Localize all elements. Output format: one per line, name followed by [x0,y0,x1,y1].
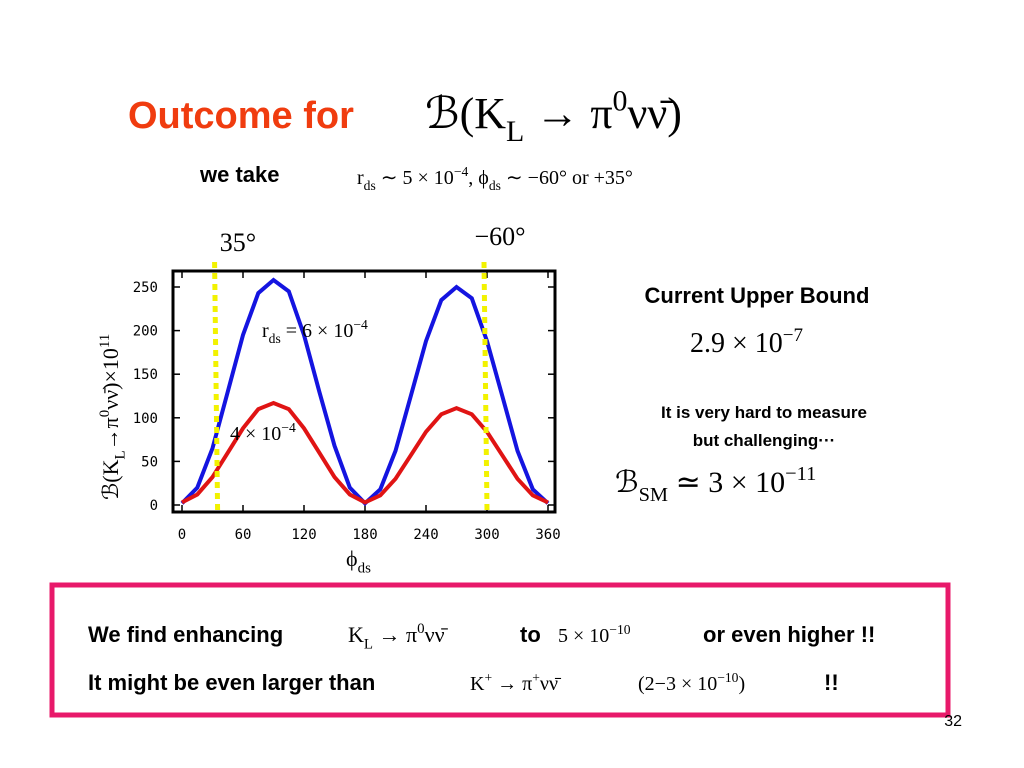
box-text: It might be even larger than [88,670,375,695]
reference-label: 35° [220,228,256,257]
formula: ℬSM ≃ 3 × 10−11 [615,463,816,506]
formula-part: 0 [97,410,113,417]
formula-part: −11 [785,463,816,485]
x-tick-label: 120 [291,527,316,543]
formula-part: + [484,670,492,685]
x-tick-label: 240 [413,527,438,543]
formula-part: ∼ −60° or +35° [501,167,633,189]
box-text: to [520,622,541,647]
formula-part: ≃ 3 × 10 [668,466,785,499]
formula: ℬ(KL → π0νν̄) [425,84,682,148]
formula-part: K [470,673,485,695]
x-tick-label: 60 [235,527,252,543]
formula-part: SM [639,484,668,506]
formula-part: + [532,670,540,685]
formula-part: −10 [717,670,738,685]
x-tick-label: 300 [474,527,499,543]
y-tick-label: 0 [150,498,158,514]
formula-part: ds [269,331,281,346]
page-number: 32 [944,713,962,730]
formula-part: L [364,637,373,653]
formula-part: 4 × 10 [230,423,281,445]
formula-part: νν̄)×10 [98,348,123,410]
highlight-box [49,582,951,718]
formula-part: 2.9 × 10 [690,328,783,359]
formula-part: −4 [353,317,368,332]
title: Outcome for [128,95,354,137]
box-text: or even higher !! [703,622,875,647]
formula-part: ∼ 5 × 10 [376,167,454,189]
formula: 5 × 10−10 [558,622,631,647]
reference-line [481,261,490,511]
formula-part: ϕ [346,546,358,571]
formula-part: ) [738,673,745,695]
formula-part: νν̄ [540,673,562,695]
formula: 2.9 × 10−7 [690,325,803,359]
reference-line [212,261,221,511]
formula-part: −4 [454,164,469,179]
note: but challenging··· [693,431,836,450]
formula: K+ → π+νν̄ [470,670,562,695]
formula-part: 5 × 10 [558,625,609,647]
x-tick-label: 0 [178,527,186,543]
formula: rds ∼ 5 × 10−4, ϕds ∼ −60° or +35° [357,164,633,193]
formula-part: r [357,167,364,189]
formula-part: 11 [97,334,113,348]
box-text: We find enhancing [88,622,283,647]
formula: KL → π0νν̄ [348,621,449,652]
formula-part: K [348,622,364,647]
formula-part: ℬ(K [98,459,123,500]
formula-part: , ϕ [468,167,489,189]
x-tick-label: 180 [352,527,377,543]
note: It is very hard to measure [661,403,867,422]
y-tick-label: 100 [133,411,158,427]
formula-part: 0 [417,621,424,637]
formula-part: ds [364,178,376,193]
formula-part: L [113,450,129,459]
formula: ϕds [346,546,371,577]
formula-part: L [506,115,524,148]
formula: 4 × 10−4 [230,420,296,445]
we-take: we take [199,162,280,187]
formula: rds = 6 × 10−4 [262,317,368,346]
formula-part: −10 [609,622,630,637]
box-text: !! [824,670,839,695]
formula-part: → π [492,673,532,695]
formula-part: 0 [613,84,628,117]
formula-part: −7 [783,325,803,346]
bound-label: Current Upper Bound [645,283,870,308]
y-tick-label: 250 [133,280,158,296]
formula-part: ℬ(K [425,89,506,138]
formula-part: ds [358,561,371,577]
formula-part: r [262,320,269,342]
formula-part: νν̄ [425,622,449,647]
formula-part: νν̄) [627,89,681,138]
formula-part: ds [489,178,501,193]
formula-part: → π [373,622,417,647]
formula: ℬ(KL→π0νν̄)×1011 [97,334,128,500]
y-tick-label: 50 [141,454,158,470]
y-tick-label: 150 [133,367,158,383]
reference-label: −60° [474,222,525,251]
formula-part: (2−3 × 10 [638,673,717,695]
formula: (2−3 × 10−10) [638,670,745,695]
plot-frame [171,269,557,514]
formula-part: ℬ [615,466,639,499]
formula-part: → π [524,89,612,138]
formula-part: →π [98,417,123,450]
x-tick-label: 360 [535,527,560,543]
formula-part: −4 [281,420,296,435]
formula-part: = 6 × 10 [281,320,354,342]
y-tick-label: 200 [133,324,158,340]
